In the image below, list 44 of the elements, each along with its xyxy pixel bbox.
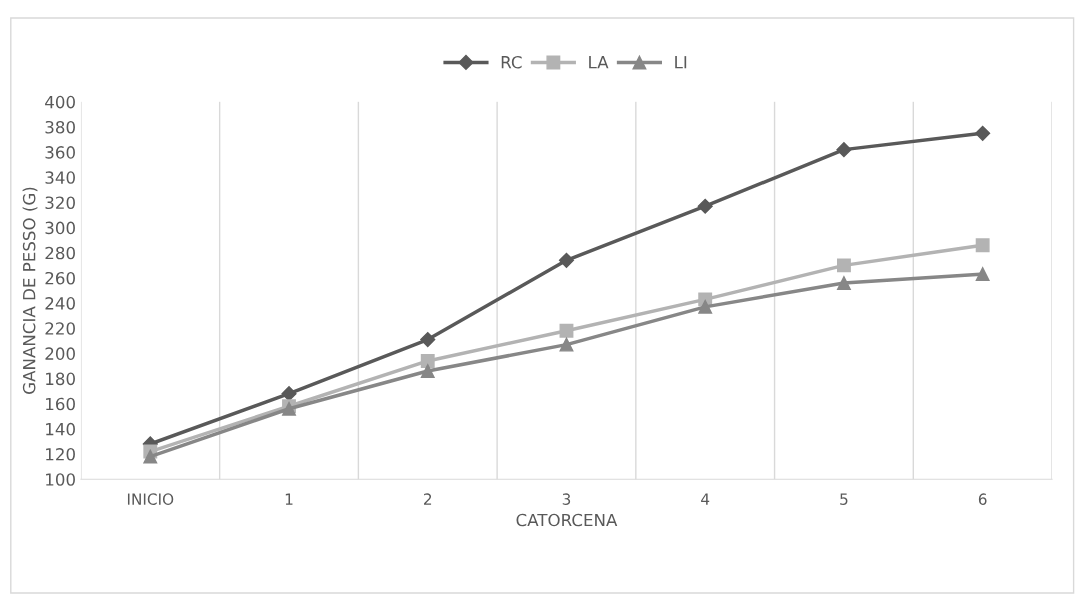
legend-label: LA (589, 56, 609, 69)
x-axis-title: CATORCENA (516, 513, 618, 527)
point (975, 238, 990, 253)
x-tick-label: 6 (978, 493, 987, 505)
y-tick-label: 320 (45, 196, 75, 210)
y-tick-label: 300 (45, 221, 75, 235)
point (698, 299, 713, 314)
y-tick-label: 100 (46, 473, 75, 486)
point (143, 449, 158, 464)
point (697, 198, 713, 214)
y-tick-label: 220 (45, 322, 75, 335)
y-tick-label: 160 (46, 397, 75, 411)
y-axis-title: GANANCIA DE PESSO (G) (22, 187, 38, 394)
x-tick-label: 5 (840, 493, 848, 505)
point (559, 323, 574, 338)
point (975, 125, 991, 141)
y-tick-label: 240 (45, 297, 75, 310)
y-tick-label: 260 (45, 271, 75, 285)
x-tick-label: 4 (701, 493, 710, 505)
point (836, 142, 852, 158)
point (420, 354, 435, 368)
y-tick-label: 360 (45, 146, 75, 159)
y-tick-label: 400 (45, 95, 75, 109)
x-tick-label: 2 (424, 493, 432, 505)
point (836, 276, 851, 290)
y-tick-label: 140 (46, 422, 75, 436)
x-tick-label: 3 (562, 493, 571, 505)
point (281, 386, 297, 402)
y-tick-label: 280 (45, 246, 75, 260)
point (836, 258, 851, 273)
point (420, 332, 436, 348)
y-tick-label: 180 (46, 372, 75, 386)
point (559, 337, 574, 352)
x-tick-label: INICIO (127, 493, 174, 505)
point (558, 252, 575, 268)
y-tick-label: 380 (45, 120, 75, 134)
legend-label: RC (501, 55, 522, 69)
x-tick-label: 1 (285, 493, 293, 505)
y-tick-label: 120 (46, 448, 75, 461)
y-tick-label: 340 (45, 171, 75, 184)
point (975, 267, 990, 282)
legend-label: LI (675, 56, 687, 69)
y-tick-label: 200 (45, 347, 75, 360)
point (420, 364, 435, 378)
